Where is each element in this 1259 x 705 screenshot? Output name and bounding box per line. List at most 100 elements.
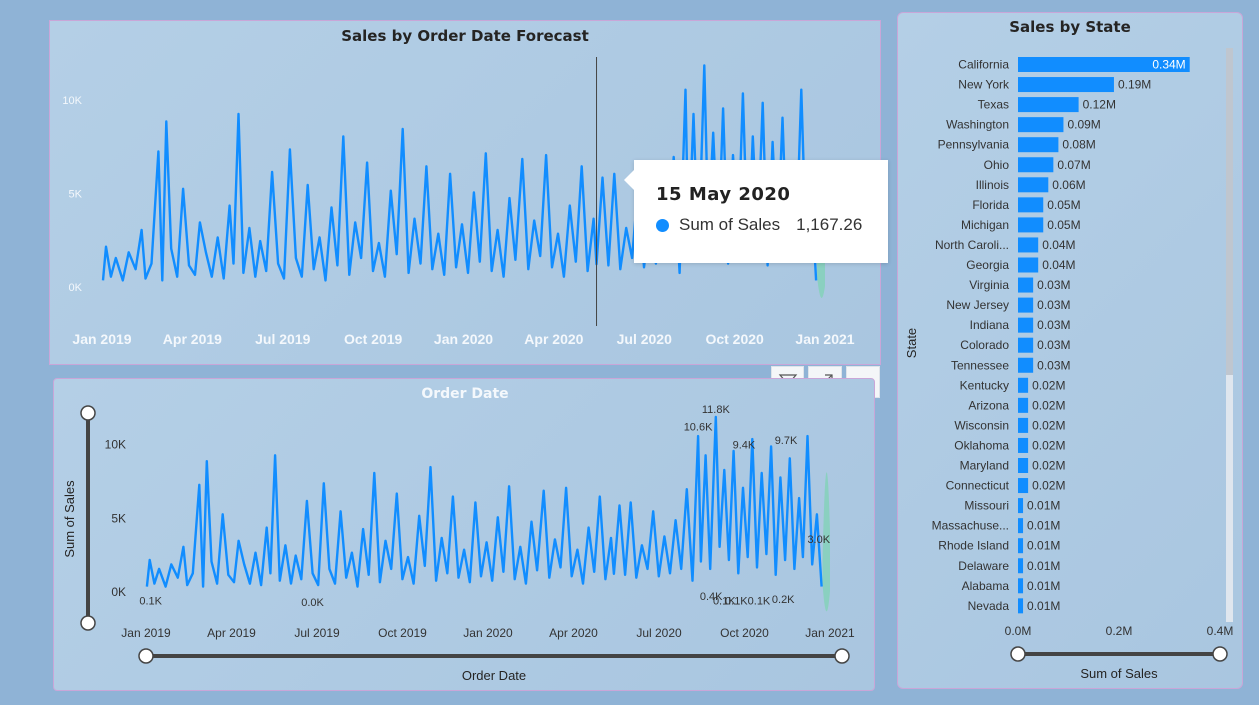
- state-label: Missouri: [964, 499, 1009, 513]
- state-label: Wisconsin: [954, 418, 1009, 432]
- bar-value-label: 0.34M: [1152, 58, 1185, 72]
- data-label: 9.4K: [733, 439, 756, 451]
- x-tick-label: Jan 2019: [72, 331, 131, 347]
- y-axis-title: State: [904, 328, 919, 358]
- bar-value-label: 0.02M: [1032, 418, 1065, 432]
- state-label: Washington: [946, 118, 1009, 132]
- state-bar: [1018, 357, 1034, 373]
- x-tick-label: Jan 2021: [805, 626, 855, 640]
- y-tick-label: 0K: [69, 282, 83, 294]
- state-label: Delaware: [958, 559, 1009, 573]
- data-label: 0.1K: [139, 596, 162, 608]
- forecast-band: [822, 472, 830, 612]
- bar-value-label: 0.02M: [1032, 398, 1065, 412]
- state-bar: [1018, 437, 1029, 453]
- state-label: Florida: [972, 198, 1009, 212]
- chart-title: Sales by Order Date Forecast: [341, 27, 589, 45]
- order-date-chart-panel[interactable]: Order Date 0K 5K 10K Jan 2019 Apr 2019 Jul 201…: [53, 378, 875, 691]
- bar-value-label: 0.05M: [1047, 218, 1080, 232]
- state-bar: [1018, 117, 1064, 133]
- x-tick-label: Oct 2019: [344, 331, 403, 347]
- bar-value-label: 0.03M: [1037, 278, 1070, 292]
- state-label: Arizona: [968, 398, 1009, 412]
- x-tick-label: 0.0M: [1005, 624, 1032, 638]
- bar-value-label: 0.08M: [1062, 138, 1095, 152]
- bar-value-label: 0.02M: [1032, 378, 1065, 392]
- state-bar: [1018, 77, 1114, 93]
- x-tick-label: Jul 2019: [294, 626, 340, 640]
- bar-value-label: 0.05M: [1047, 198, 1080, 212]
- order-date-chart[interactable]: Order Date 0K 5K 10K Jan 2019 Apr 2019 Jul 201…: [54, 379, 874, 690]
- y-tick-label: 10K: [105, 438, 126, 452]
- x-tick-label: Jan 2019: [121, 626, 171, 640]
- state-bar: [1018, 57, 1190, 72]
- x-tick-label: Oct 2019: [378, 626, 427, 640]
- y-tick-label: 10K: [62, 95, 82, 107]
- state-bar: [1018, 337, 1034, 353]
- state-label: Virginia: [969, 278, 1009, 292]
- x-tick-label: Jul 2020: [617, 331, 672, 347]
- state-bar: [1018, 157, 1054, 173]
- tooltip-label: Sum of Sales: [679, 215, 781, 234]
- state-label: Pennsylvania: [938, 138, 1010, 152]
- bar-value-label: 0.02M: [1032, 459, 1065, 473]
- state-bar: [1018, 538, 1024, 554]
- forecast-chart[interactable]: Sales by Order Date Forecast 0K 5K 10K Jan 2…: [50, 21, 880, 364]
- state-label: North Caroli...: [935, 238, 1009, 252]
- data-label: 9.7K: [775, 435, 798, 447]
- data-label: 0.1K0.1K: [725, 596, 771, 608]
- y-range-slider-handle: [80, 405, 96, 421]
- state-label: Maryland: [960, 459, 1009, 473]
- x-tick-label: Apr 2019: [207, 626, 256, 640]
- data-label: 3.0K: [807, 534, 830, 546]
- state-bar: [1018, 377, 1029, 393]
- bar-value-label: 0.03M: [1037, 298, 1070, 312]
- state-bar: [1018, 297, 1034, 313]
- data-label: 0.0K: [301, 597, 324, 609]
- y-range-slider-handle: [80, 615, 96, 631]
- state-label: Illinois: [976, 178, 1009, 192]
- state-chart[interactable]: Sales by State State California 0.34M New Yo…: [898, 13, 1242, 688]
- state-bar: [1018, 137, 1059, 153]
- bar-value-label: 0.07M: [1057, 158, 1090, 172]
- bar-value-label: 0.03M: [1037, 358, 1070, 372]
- state-label: Colorado: [960, 338, 1009, 352]
- state-bar: [1018, 558, 1024, 574]
- x-tick-label: Jul 2019: [255, 331, 310, 347]
- state-label: Kentucky: [960, 378, 1009, 392]
- state-label: Nevada: [968, 599, 1010, 613]
- data-label: 10.6K: [684, 422, 713, 434]
- x-tick-label: Jan 2021: [795, 331, 854, 347]
- bar-value-label: 0.02M: [1032, 438, 1065, 452]
- state-bar: [1018, 417, 1029, 433]
- bar-value-label: 0.01M: [1027, 599, 1060, 613]
- state-bar: [1018, 277, 1034, 293]
- bar-value-label: 0.02M: [1032, 479, 1065, 493]
- bar-value-label: 0.19M: [1118, 78, 1151, 92]
- x-tick-label: 0.2M: [1106, 624, 1133, 638]
- bar-value-label: 0.01M: [1027, 559, 1060, 573]
- state-label: Massachuse...: [932, 519, 1009, 533]
- scrollbar-thumb: [1226, 48, 1233, 375]
- state-label: Connecticut: [946, 479, 1010, 493]
- state-label: Michigan: [961, 218, 1009, 232]
- state-bar: [1018, 397, 1029, 413]
- state-label: Georgia: [966, 258, 1009, 272]
- state-bar: [1018, 217, 1044, 233]
- chart-tooltip: 15 May 2020 Sum of Sales 1,167.26: [624, 160, 888, 263]
- x-axis-title: Sum of Sales: [1080, 666, 1158, 681]
- bar-value-label: 0.03M: [1037, 338, 1070, 352]
- state-bar: [1018, 97, 1079, 113]
- state-bar: [1018, 498, 1024, 514]
- data-label: 0.1K: [713, 596, 736, 608]
- bar-value-label: 0.06M: [1052, 178, 1085, 192]
- state-bar: [1018, 197, 1044, 213]
- state-chart-panel[interactable]: Sales by State State California 0.34M New Yo…: [897, 12, 1243, 689]
- sales-series-line: [145, 415, 823, 588]
- state-label: Rhode Island: [938, 539, 1009, 553]
- x-range-slider-handle: [1010, 646, 1026, 662]
- state-label: Texas: [978, 98, 1009, 112]
- state-label: New Jersey: [946, 298, 1009, 312]
- x-tick-label: Apr 2020: [524, 331, 583, 347]
- state-bar: [1018, 458, 1029, 473]
